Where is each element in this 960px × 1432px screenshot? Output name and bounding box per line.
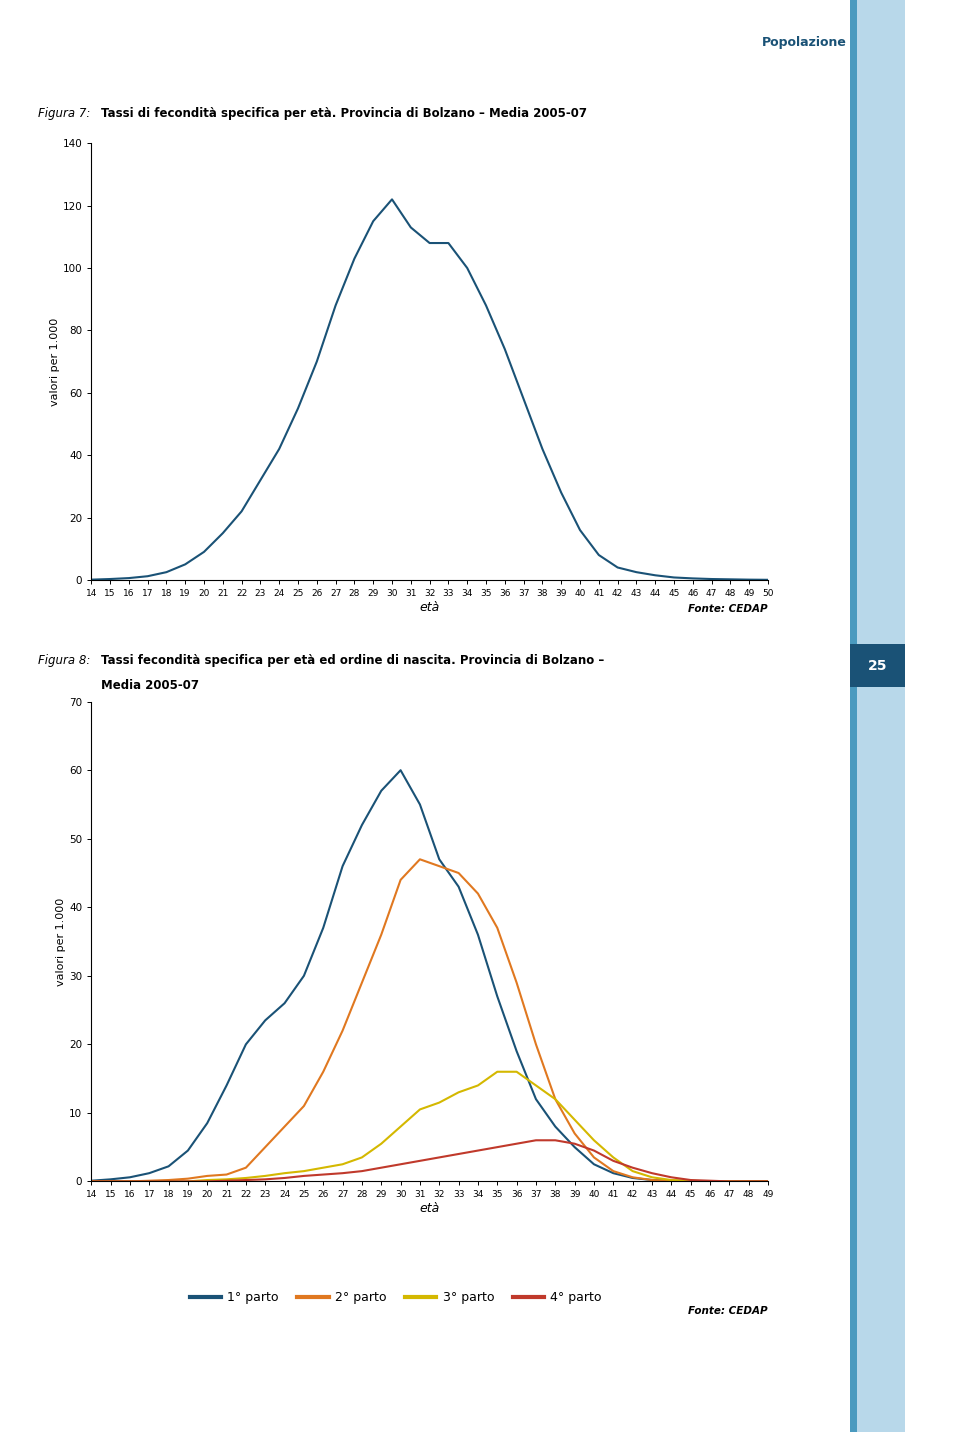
Text: Fonte: CEDAP: Fonte: CEDAP xyxy=(688,1306,768,1316)
Text: Figura 7:: Figura 7: xyxy=(38,107,91,120)
Text: Tassi fecondità specifica per età ed ordine di nascita. Provincia di Bolzano –: Tassi fecondità specifica per età ed ord… xyxy=(101,654,604,667)
Text: Popolazione: Popolazione xyxy=(762,36,847,49)
Text: Media 2005-07: Media 2005-07 xyxy=(101,679,199,692)
Text: 25: 25 xyxy=(868,659,887,673)
Legend: 1° parto, 2° parto, 3° parto, 4° parto: 1° parto, 2° parto, 3° parto, 4° parto xyxy=(184,1286,607,1309)
X-axis label: età: età xyxy=(420,601,440,614)
Text: Fonte: CEDAP: Fonte: CEDAP xyxy=(688,604,768,614)
Text: Tassi di fecondità specifica per età. Provincia di Bolzano – Media 2005-07: Tassi di fecondità specifica per età. Pr… xyxy=(101,107,587,120)
Y-axis label: valori per 1.000: valori per 1.000 xyxy=(50,318,60,405)
Y-axis label: valori per 1.000: valori per 1.000 xyxy=(57,898,66,985)
X-axis label: età: età xyxy=(420,1203,440,1216)
Text: Figura 8:: Figura 8: xyxy=(38,654,91,667)
